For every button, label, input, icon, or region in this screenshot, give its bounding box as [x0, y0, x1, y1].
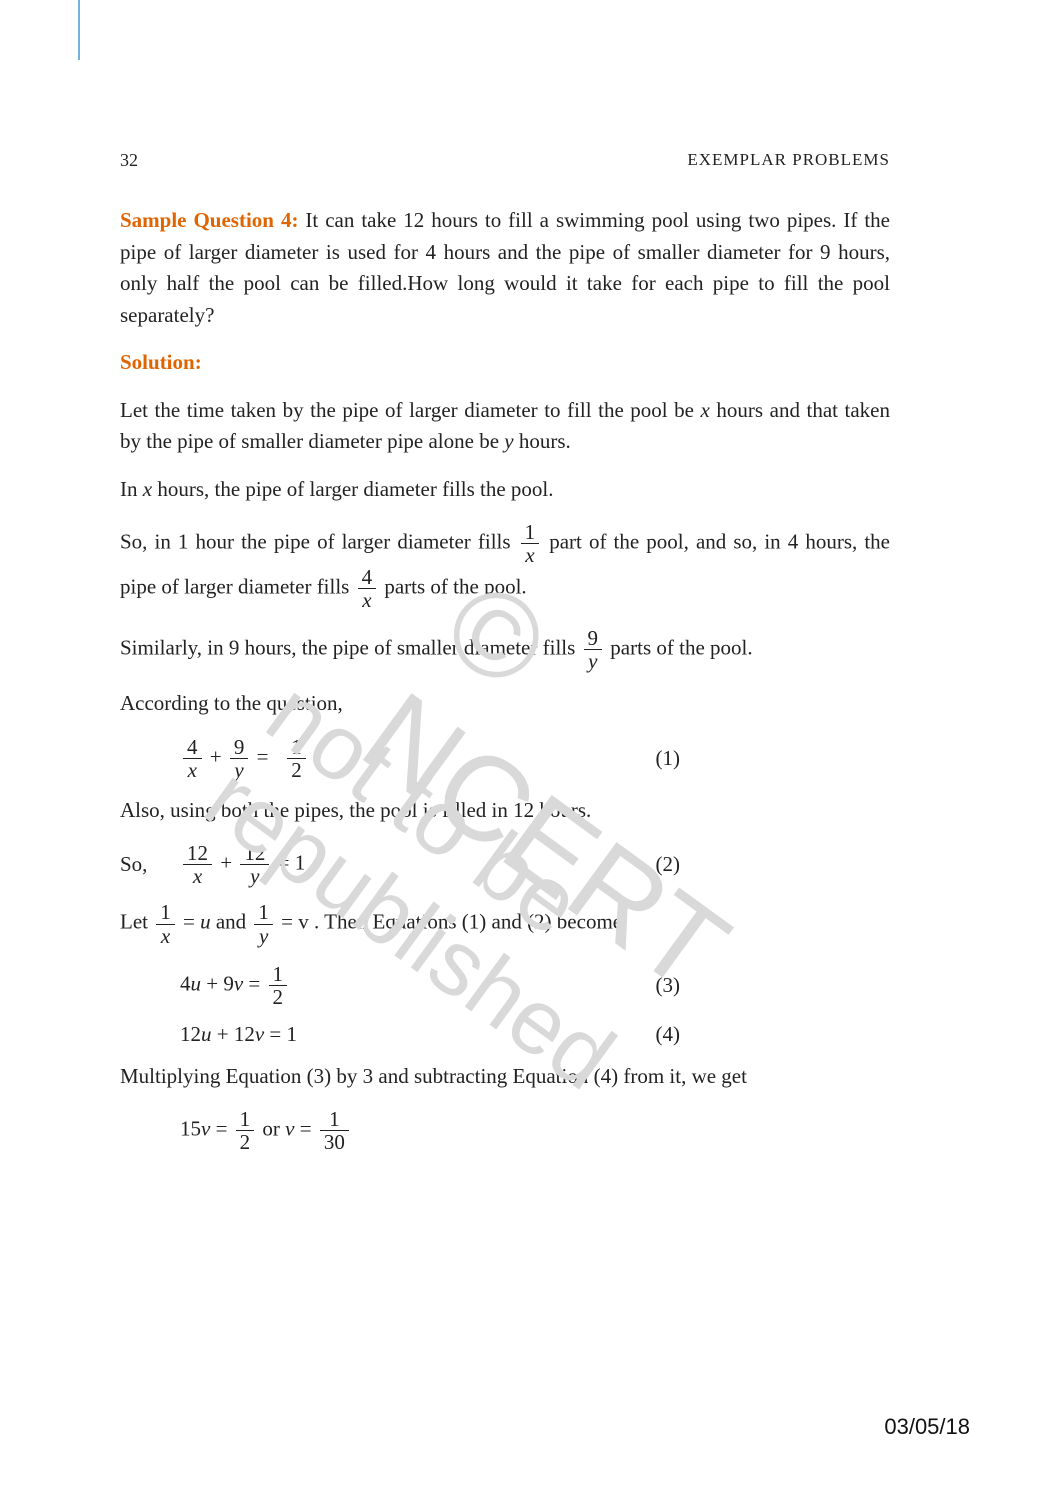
page-header: 32 EXEMPLAR PROBLEMS	[120, 150, 890, 171]
p-inx: In x hours, the pipe of larger diameter …	[120, 474, 890, 506]
frac-1-over-x-b: 1x	[156, 901, 175, 946]
question-paragraph: Sample Question 4: It can take 12 hours …	[120, 205, 890, 331]
solution-label: Solution:	[120, 347, 890, 379]
frac-9-over-y: 9y	[584, 627, 603, 672]
equation-1: 4x + 9y = 12 (1)	[120, 736, 890, 781]
equation-2: So, 12x + 12y = 1 (2)	[120, 842, 890, 887]
question-label: Sample Question 4:	[120, 208, 298, 232]
p-similarly: Similarly, in 9 hours, the pipe of small…	[120, 627, 890, 672]
equation-5: 15v = 12 or v = 130	[120, 1108, 890, 1153]
p-multiplying: Multiplying Equation (3) by 3 and subtra…	[120, 1061, 890, 1093]
equation-4: 12u + 12v = 1 (4)	[120, 1022, 890, 1047]
eq-number-2: (2)	[656, 852, 891, 877]
eq-number-1: (1)	[656, 746, 891, 771]
p-let-uv: Let 1x = u and 1y = v . Then Equations (…	[120, 901, 890, 946]
footer-date: 03/05/18	[884, 1414, 970, 1440]
left-margin-rule	[78, 0, 80, 60]
book-title: EXEMPLAR PROBLEMS	[687, 150, 890, 171]
page-number: 32	[120, 150, 138, 171]
page-body: 32 EXEMPLAR PROBLEMS Sample Question 4: …	[120, 150, 890, 1167]
eq-number-4: (4)	[656, 1022, 891, 1047]
frac-4-over-x: 4x	[358, 566, 377, 611]
p-also: Also, using both the pipes, the pool is …	[120, 795, 890, 827]
p-according: According to the question,	[120, 688, 890, 720]
p-let: Let the time taken by the pipe of larger…	[120, 395, 890, 458]
eq-number-3: (3)	[656, 973, 891, 998]
frac-1-over-y: 1y	[254, 901, 273, 946]
frac-1-over-x: 1x	[521, 521, 540, 566]
equation-3: 4u + 9v = 12 (3)	[120, 963, 890, 1008]
p-so1: So, in 1 hour the pipe of larger diamete…	[120, 521, 890, 611]
